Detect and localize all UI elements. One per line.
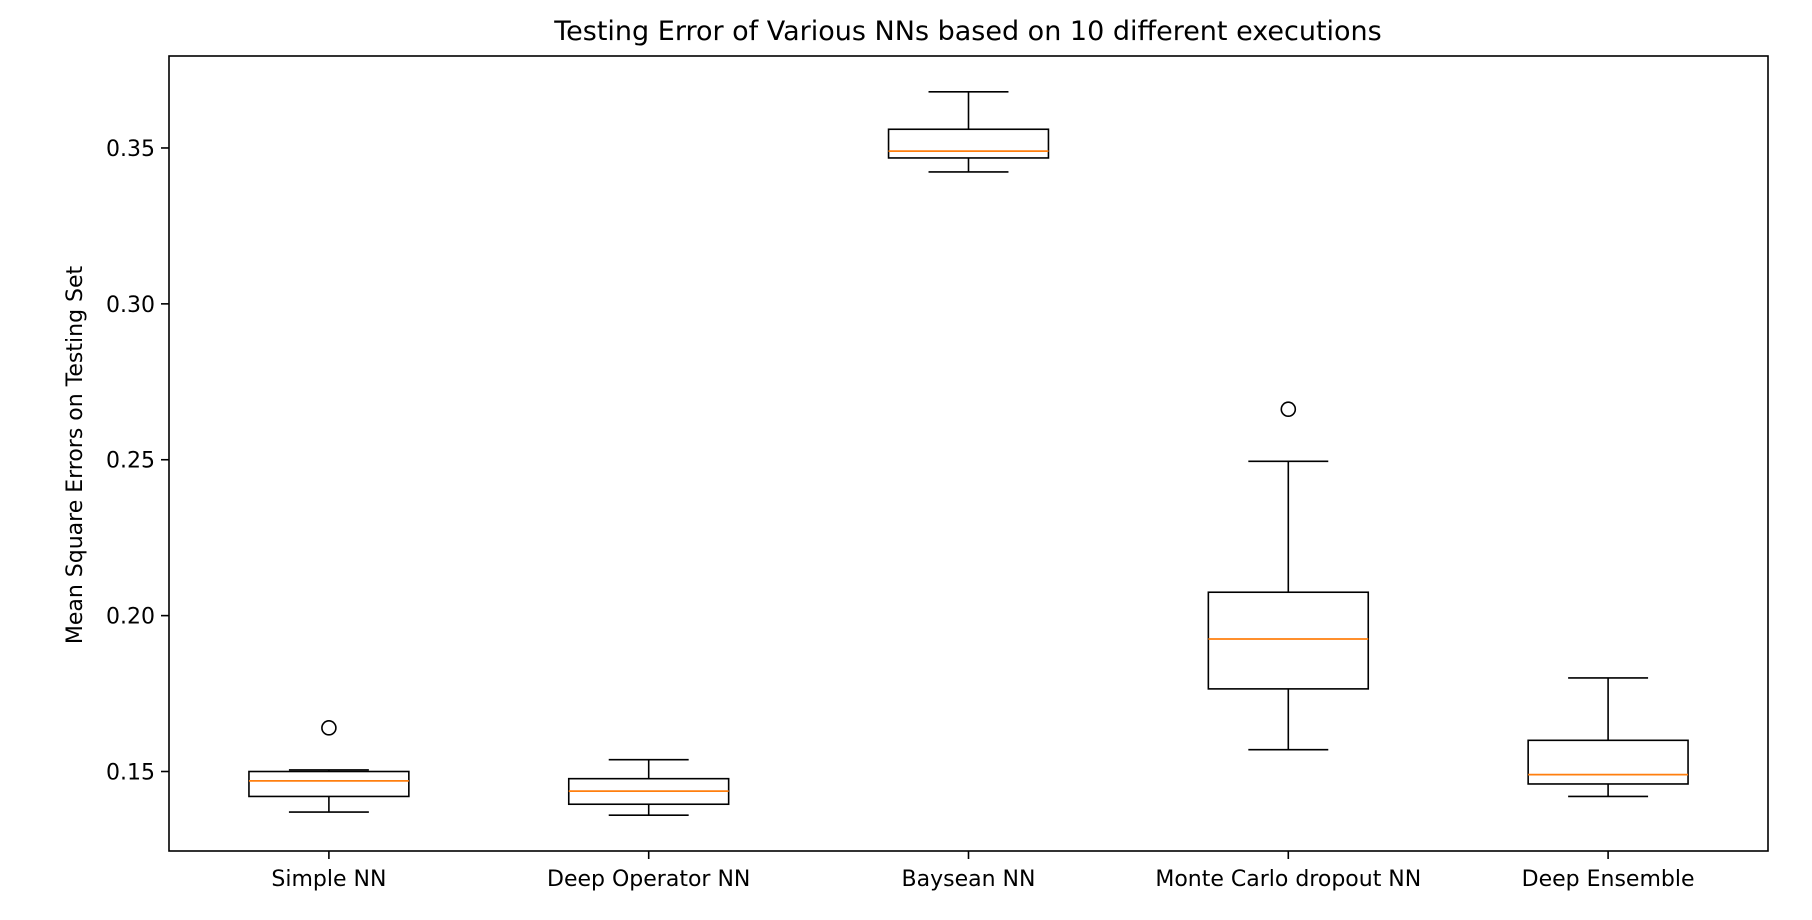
x-tick-label: Simple NN <box>271 867 386 892</box>
y-tick-label: 0.35 <box>106 137 155 162</box>
box-deep-operator-nn <box>567 758 730 816</box>
box-monte-carlo-dropout-nn <box>1207 401 1370 751</box>
x-tick-label: Deep Ensemble <box>1522 867 1695 892</box>
x-tick-label: Monte Carlo dropout NN <box>1155 867 1421 892</box>
iqr-box <box>1207 591 1370 690</box>
box-deep-ensemble <box>1527 677 1689 798</box>
y-axis-label: Mean Square Errors on Testing Set <box>63 265 88 644</box>
box-baysean-nn <box>887 91 1050 173</box>
plot-frame <box>168 55 1769 852</box>
outlier-point <box>1280 401 1297 418</box>
iqr-box <box>248 770 410 798</box>
iqr-box <box>1527 739 1689 785</box>
y-tick-label: 0.20 <box>106 605 155 630</box>
y-tick-label: 0.30 <box>106 293 155 318</box>
outlier-point <box>321 720 337 736</box>
x-tick-label: Baysean NN <box>902 867 1036 892</box>
box-simple-nn <box>248 720 410 813</box>
x-axis: Simple NN Deep Operator NN Baysean NN Monte… <box>271 851 1695 892</box>
x-tick-label: Deep Operator NN <box>547 867 750 892</box>
iqr-box <box>887 128 1050 159</box>
y-axis: 0.15 0.20 0.25 0.30 0.35 <box>106 137 169 786</box>
chart-title: Testing Error of Various NNs based on 10… <box>553 16 1381 47</box>
boxes <box>248 91 1689 816</box>
y-tick-label: 0.25 <box>106 449 155 474</box>
y-tick-label: 0.15 <box>106 761 155 786</box>
